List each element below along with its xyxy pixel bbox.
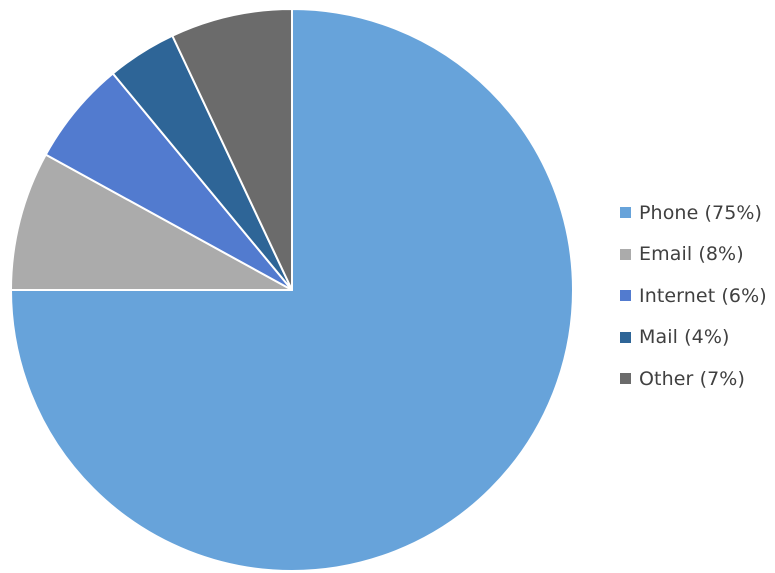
legend-swatch-phone [620, 207, 631, 219]
legend-label-phone: Phone (75%) [639, 201, 763, 224]
pie-slices [10, 8, 574, 572]
legend-label-other: Other (7%) [639, 367, 745, 390]
legend-item-other: Other (7%) [620, 358, 767, 400]
legend-swatch-internet [620, 290, 631, 302]
pie-slice-phone [10, 8, 574, 572]
legend-swatch-email [620, 248, 631, 260]
legend-label-internet: Internet (6%) [639, 284, 767, 307]
legend-item-email: Email (8%) [620, 234, 767, 276]
legend: Phone (75%) Email (8%) Internet (6%) Mai… [620, 192, 767, 400]
legend-label-mail: Mail (4%) [639, 326, 730, 349]
legend-item-mail: Mail (4%) [620, 317, 767, 359]
legend-item-internet: Internet (6%) [620, 275, 767, 317]
legend-swatch-other [620, 373, 631, 385]
legend-label-email: Email (8%) [639, 243, 744, 266]
pie-slice-email [10, 153, 293, 291]
pie-slice-other [171, 8, 293, 291]
legend-swatch-mail [620, 331, 631, 343]
legend-item-phone: Phone (75%) [620, 192, 767, 234]
